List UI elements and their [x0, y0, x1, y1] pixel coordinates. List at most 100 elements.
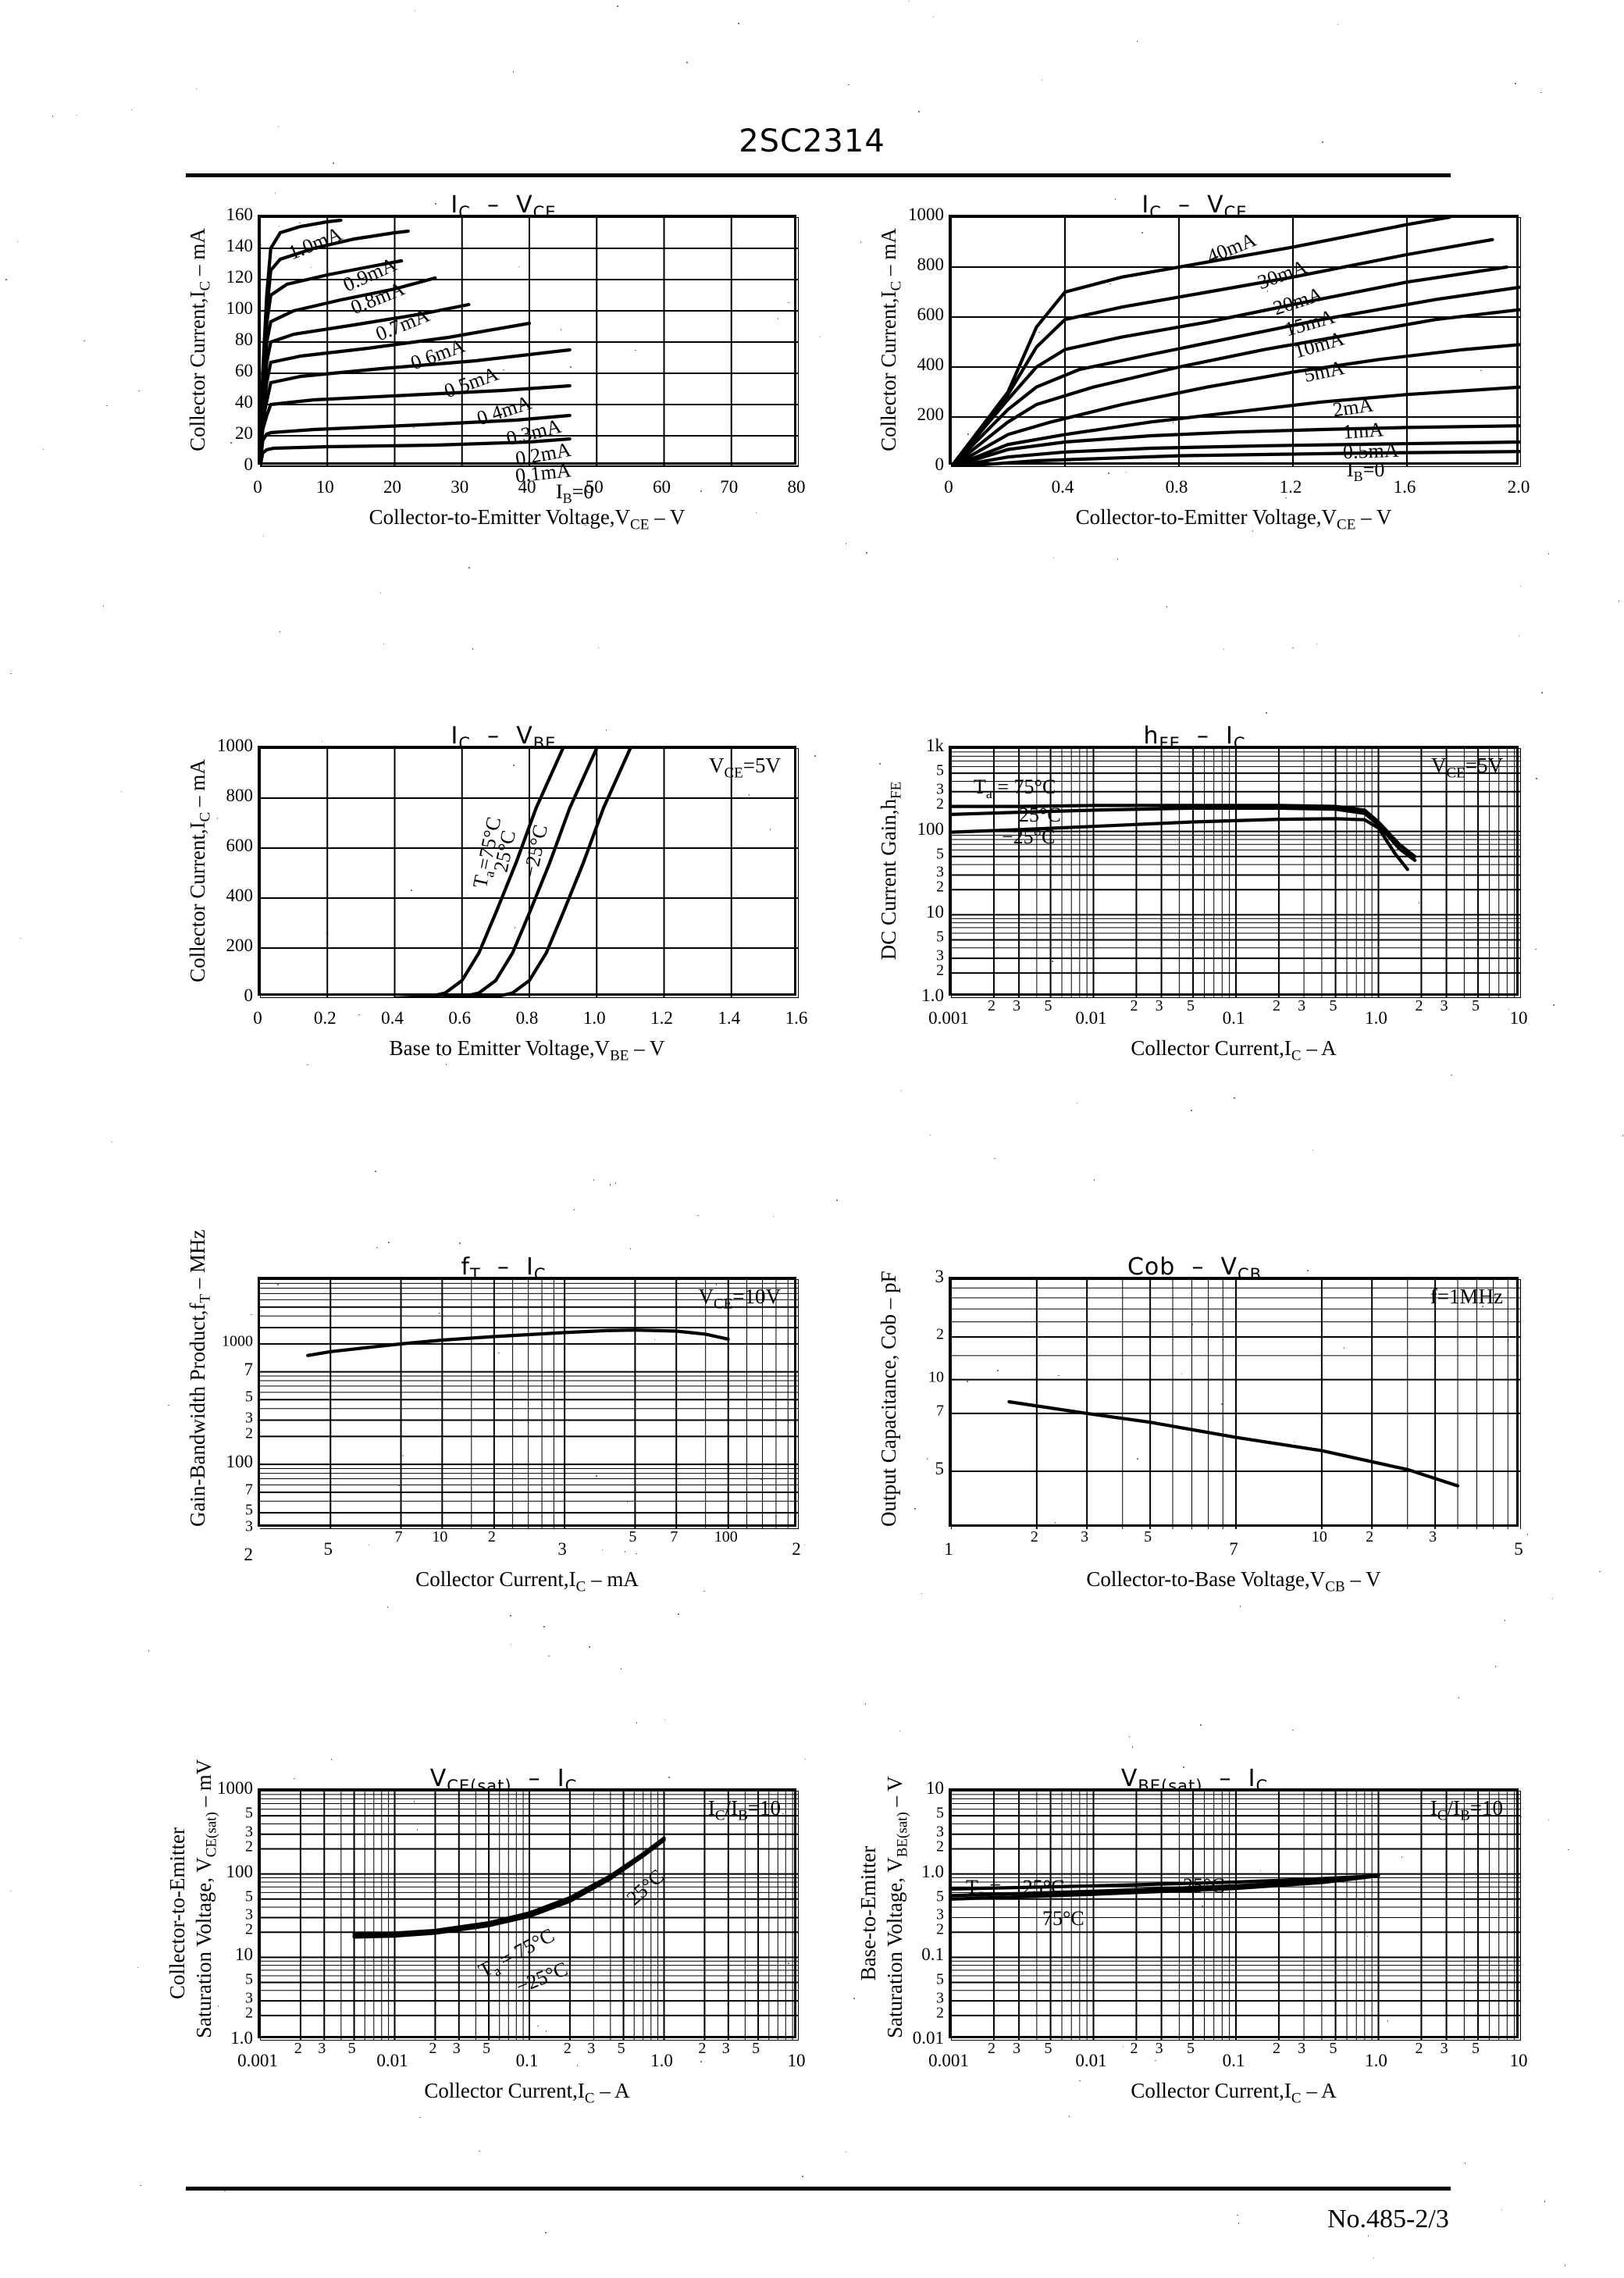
y-tick-label: 120 — [212, 267, 253, 287]
scan-speck — [1202, 1905, 1203, 1907]
y-axis-label: Collector Current,IC – mA — [186, 215, 214, 465]
y-tick-label: 2 — [212, 1425, 253, 1443]
x-tick-label: 3 — [1013, 2040, 1020, 2058]
x-tick-label: 0 — [253, 1008, 262, 1028]
x-tick-label: 0.4 — [381, 1008, 404, 1028]
x-tick-label: 20 — [383, 477, 401, 497]
plot-area — [949, 1788, 1519, 2038]
x-tick-label: 10 — [1510, 2051, 1528, 2071]
scan-speck — [137, 1967, 138, 1968]
scan-speck — [1223, 649, 1224, 650]
scan-speck — [103, 605, 104, 607]
data-curve — [1010, 1402, 1458, 1486]
scan-speck — [853, 1998, 855, 1999]
scan-speck — [459, 1242, 461, 1244]
scan-speck — [1093, 1834, 1095, 1835]
scan-speck — [630, 1248, 631, 1250]
scan-speck — [1292, 1730, 1294, 1731]
scan-speck — [196, 88, 197, 89]
plot-canvas — [951, 1279, 1521, 1529]
scan-speck — [383, 643, 384, 644]
x-tick-label: 3 — [1441, 2040, 1448, 2058]
x-axis-label: Collector Current,IC – A — [1131, 1036, 1336, 1064]
scan-speck — [1553, 1004, 1555, 1006]
scan-speck — [1527, 1534, 1528, 1535]
y-tick-label: 10 — [903, 1368, 944, 1386]
scan-speck — [1465, 2162, 1466, 2164]
scan-speck — [446, 1064, 447, 1065]
y-tick-label: 100 — [212, 1452, 253, 1472]
scan-speck — [967, 1381, 968, 1382]
scan-speck — [610, 1184, 611, 1185]
scan-speck — [1337, 24, 1338, 25]
y-axis-label: Collector-to-Emitter — [166, 1788, 190, 2038]
scan-speck — [914, 1508, 916, 1510]
scan-speck — [1018, 895, 1020, 897]
x-tick-label: 10 — [1312, 1528, 1327, 1546]
scan-speck — [697, 1215, 699, 1216]
scan-speck — [589, 1646, 590, 1648]
scan-speck — [836, 1200, 838, 1201]
scan-speck — [1480, 370, 1482, 371]
scan-speck — [17, 241, 18, 242]
x-tick-label: 2 — [1366, 1528, 1373, 1546]
y-tick-label: 7 — [212, 1360, 253, 1380]
scan-speck — [1221, 1403, 1223, 1405]
scan-speck — [625, 1866, 627, 1867]
x-tick-label: 5 — [348, 2040, 356, 2058]
x-tick-label: 0.1 — [516, 2051, 539, 2071]
x-tick-label: 3 — [1429, 1528, 1437, 1546]
x-tick-label: 0.4 — [1052, 477, 1074, 497]
x-tick-label: 10 — [432, 1528, 447, 1546]
scan-speck — [1540, 92, 1542, 93]
scan-speck — [678, 1613, 679, 1615]
y-tick-label: 3 — [212, 1518, 253, 1536]
scan-speck — [537, 2026, 539, 2027]
scan-speck — [403, 1455, 404, 1456]
scan-speck — [1074, 806, 1075, 807]
scan-speck — [927, 1458, 928, 1460]
y-tick-label: 5 — [903, 929, 944, 946]
scan-speck — [1260, 1870, 1261, 1871]
scan-speck — [627, 1501, 628, 1503]
scan-speck — [848, 84, 849, 85]
scan-speck — [1117, 558, 1118, 560]
scan-speck — [1055, 1522, 1056, 1524]
x-axis-label: Collector Current,IC – A — [1131, 2079, 1336, 2107]
scan-speck — [218, 2005, 219, 2007]
scan-speck — [577, 2065, 578, 2066]
x-tick-label: 7 — [1229, 1539, 1238, 1560]
chart-vcesat-ic: VCE(sat) – IC 0.001 2 3 5 0.01 2 3 5 0.1 2 3 5 1.0 2 3 5… — [180, 1765, 828, 2093]
x-tick-label: 5 — [1144, 1528, 1152, 1546]
curve-label: Ta = 75°C — [974, 775, 1056, 802]
x-tick-label: 10 — [316, 477, 334, 497]
x-tick-label: 3 — [453, 2040, 461, 2058]
y-tick-label: 3 — [903, 864, 944, 882]
y-tick-label: 200 — [212, 936, 253, 956]
curve-label: Ta = − 25°C — [966, 1876, 1064, 1902]
x-axis-label: Collector-to-Emitter Voltage,VCE – V — [369, 505, 686, 533]
scan-speck — [468, 567, 470, 569]
scan-speck — [1482, 1306, 1483, 1307]
scan-speck — [1521, 1816, 1522, 1817]
chart-cob-vcb: Cob – VCB 1 2 3 5 7 10 2 3 5 5 7 10 2 3 Collector-to-Ba… — [851, 1253, 1538, 1581]
scan-speck — [1240, 1606, 1241, 1607]
scan-speck — [814, 755, 816, 757]
x-axis-label: Collector Current,IC – mA — [415, 1567, 639, 1595]
scan-speck — [716, 1284, 717, 1285]
scan-speck — [1038, 332, 1040, 333]
scan-speck — [307, 1064, 308, 1065]
y-tick-label: 0 — [212, 455, 253, 475]
x-tick-label: 0.8 — [1166, 477, 1188, 497]
x-tick-label: 3 — [587, 2040, 595, 2058]
scan-speck — [376, 1247, 378, 1248]
scan-speck — [1237, 2215, 1238, 2216]
scan-speck — [1535, 949, 1537, 950]
scan-speck — [518, 266, 519, 267]
scan-speck — [585, 525, 586, 526]
x-tick-label: 5 — [618, 2040, 625, 2058]
y-tick-label: 0 — [903, 455, 944, 475]
y-tick-label: 40 — [212, 392, 253, 412]
header-rule — [186, 173, 1451, 177]
test-condition-label: f=1MHz — [1430, 1285, 1503, 1309]
